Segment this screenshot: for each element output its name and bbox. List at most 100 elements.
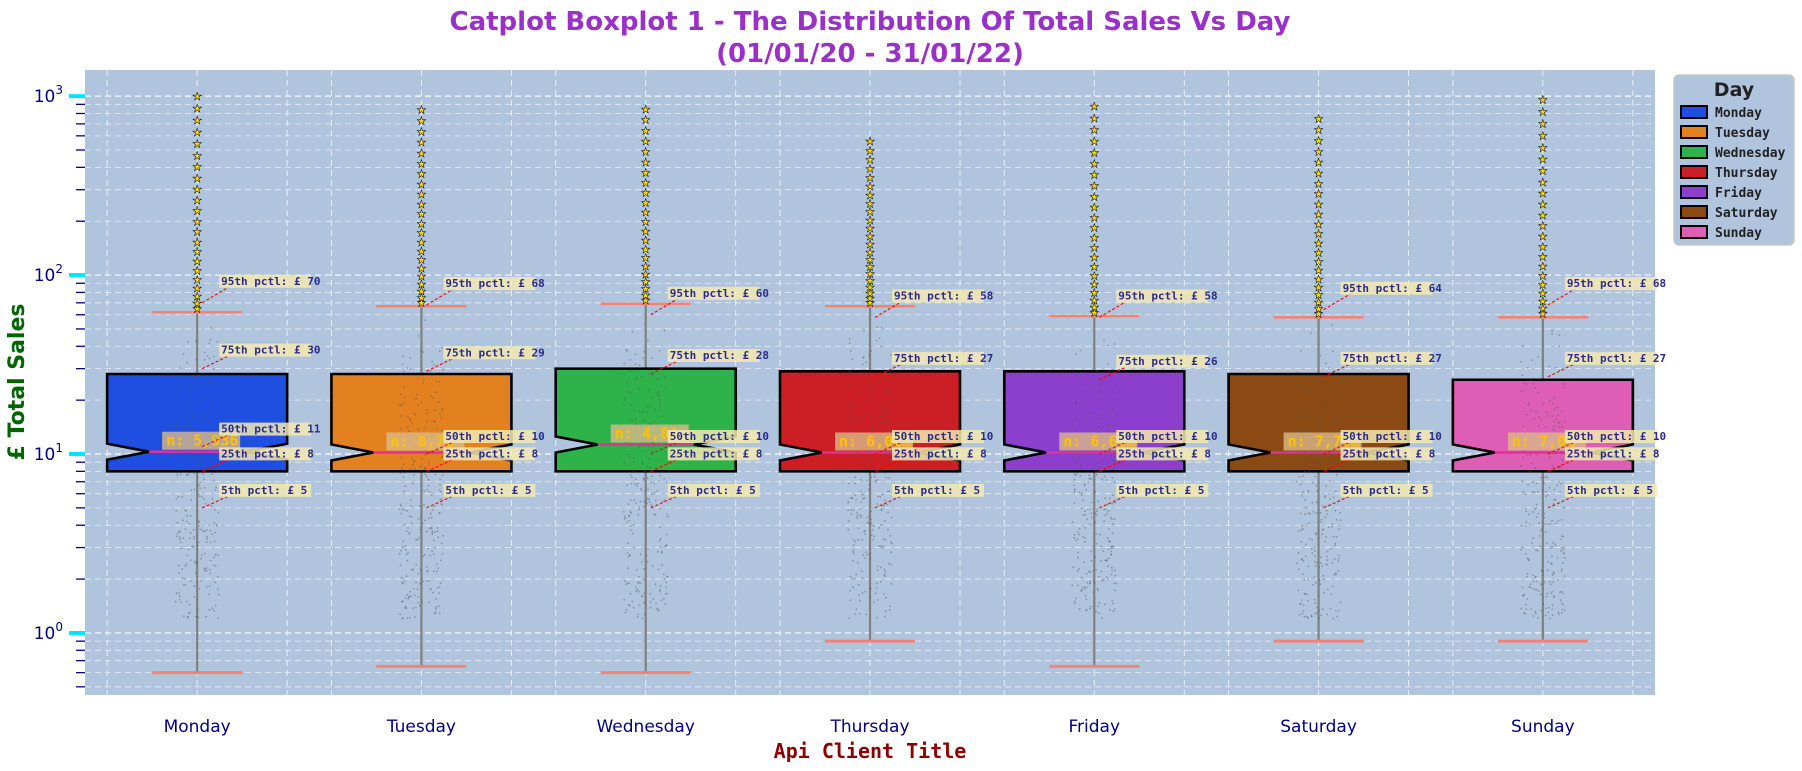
outlier-marker: ★ xyxy=(192,102,202,115)
outlier-marker: ★ xyxy=(865,268,875,281)
sample-point xyxy=(419,516,422,519)
sample-point xyxy=(414,413,417,416)
sample-point xyxy=(875,586,878,589)
sample-point xyxy=(1314,462,1317,465)
sample-point xyxy=(203,567,206,570)
sample-point xyxy=(1079,349,1082,352)
outlier-marker: ★ xyxy=(416,217,426,230)
sample-point xyxy=(440,498,443,501)
sample-point xyxy=(869,587,872,590)
sample-point xyxy=(1099,389,1101,392)
outlier-marker: ★ xyxy=(1314,135,1324,148)
annotation-p95-monday: 95th pctl: £ 70 xyxy=(221,275,320,288)
sample-point xyxy=(185,510,188,512)
sample-point xyxy=(664,545,667,548)
sample-point xyxy=(419,568,422,571)
sample-point xyxy=(655,607,658,610)
sample-point xyxy=(1546,476,1549,479)
sample-point xyxy=(415,564,417,566)
sample-point xyxy=(847,418,850,421)
sample-point xyxy=(1307,599,1309,602)
sample-point xyxy=(870,510,872,513)
sample-point xyxy=(872,524,875,527)
sample-point xyxy=(426,570,429,573)
sample-point xyxy=(440,503,443,506)
sample-point xyxy=(1103,380,1105,383)
sample-point xyxy=(436,428,438,431)
outlier-marker: ★ xyxy=(865,296,875,309)
sample-point xyxy=(1562,549,1564,551)
sample-point xyxy=(661,564,664,566)
sample-point xyxy=(418,505,421,507)
sample-point xyxy=(409,419,412,422)
sample-point xyxy=(188,409,191,411)
sample-point xyxy=(406,617,409,619)
outlier-marker: ★ xyxy=(192,273,202,286)
sample-point xyxy=(203,478,205,481)
sample-point xyxy=(1304,513,1306,516)
sample-point xyxy=(643,500,645,503)
sample-point xyxy=(1333,557,1336,560)
sample-point xyxy=(426,451,428,454)
sample-point xyxy=(1557,613,1560,616)
sample-point xyxy=(1085,458,1088,461)
sample-point xyxy=(216,340,219,343)
sample-point xyxy=(1561,535,1563,537)
sample-point xyxy=(1544,607,1547,610)
outlier-marker: ★ xyxy=(416,270,426,283)
sample-point xyxy=(178,530,181,533)
sample-point xyxy=(178,536,181,539)
sample-point xyxy=(407,416,409,419)
outlier-marker: ★ xyxy=(1089,135,1099,148)
sample-point xyxy=(642,357,644,359)
annotation-box-p50-monday xyxy=(219,422,312,436)
sample-point xyxy=(1322,425,1325,428)
sample-point xyxy=(1338,609,1340,612)
sample-point xyxy=(194,459,196,462)
sample-point xyxy=(407,596,410,599)
sample-point xyxy=(406,367,409,370)
sample-point xyxy=(1561,410,1563,413)
sample-point xyxy=(870,476,872,478)
sample-point xyxy=(1319,512,1322,514)
sample-point xyxy=(1082,499,1084,501)
sample-point xyxy=(1095,568,1098,571)
sample-point xyxy=(1529,470,1531,473)
sample-point xyxy=(887,562,890,565)
sample-point xyxy=(438,605,440,608)
sample-point xyxy=(1320,614,1323,616)
sample-point xyxy=(1310,459,1313,462)
sample-point xyxy=(203,487,206,489)
sample-point xyxy=(1522,425,1524,428)
sample-point xyxy=(1529,379,1532,382)
sample-point xyxy=(1298,613,1301,616)
count-label-text: n: 7,0… xyxy=(1512,432,1575,450)
sample-point xyxy=(402,582,404,585)
sample-point xyxy=(181,449,184,452)
sample-point xyxy=(414,616,416,618)
sample-point xyxy=(1540,584,1543,586)
outlier-marker: ★ xyxy=(192,90,202,103)
sample-point xyxy=(441,553,444,555)
sample-point xyxy=(665,481,668,484)
sample-point xyxy=(1545,542,1548,544)
sample-point xyxy=(639,553,642,556)
sample-point xyxy=(643,601,645,604)
sample-point xyxy=(659,526,662,529)
sample-point xyxy=(1560,590,1563,593)
sample-point xyxy=(1327,452,1330,455)
sample-point xyxy=(193,585,196,588)
sample-point xyxy=(1114,451,1116,454)
sample-point xyxy=(197,616,200,619)
sample-point xyxy=(852,539,855,541)
sample-point xyxy=(1297,403,1299,406)
sample-point xyxy=(622,511,625,513)
sample-point xyxy=(1324,495,1326,497)
sample-point xyxy=(1545,595,1548,598)
sample-point xyxy=(398,552,401,555)
sample-point xyxy=(1112,545,1115,548)
outlier-marker: ★ xyxy=(192,290,202,303)
sample-point xyxy=(1095,542,1098,545)
sample-point xyxy=(206,541,208,543)
